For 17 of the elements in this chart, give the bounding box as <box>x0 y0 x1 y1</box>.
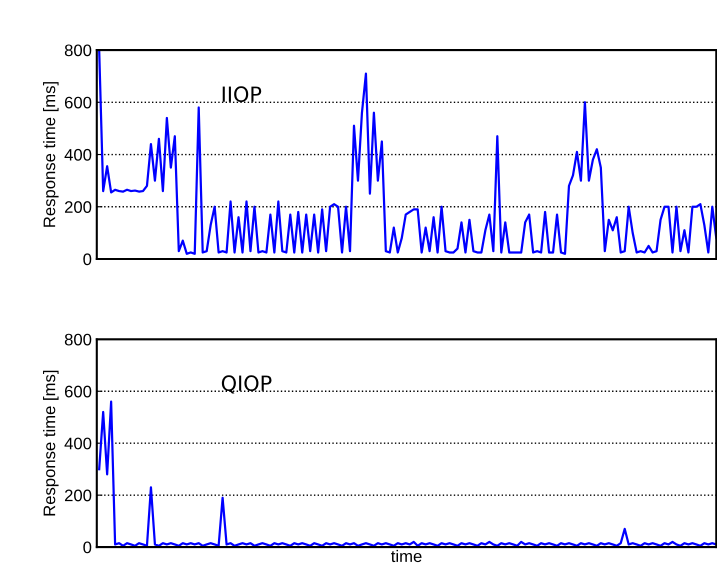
y-tick-label: 600 <box>64 96 92 108</box>
y-tick-label: 0 <box>83 253 92 266</box>
y-axis-title: Response time [ms] <box>43 370 59 516</box>
y-tick-label: 400 <box>64 148 92 161</box>
y-tick-label: 800 <box>64 44 92 56</box>
y-axis-title: Response time [ms] <box>43 82 59 227</box>
y-tick-label: 600 <box>64 386 92 398</box>
y-tick-label: 400 <box>64 438 92 450</box>
x-axis-title: time <box>391 550 422 562</box>
annotation: QIOP <box>222 375 272 394</box>
annotation: IIOP <box>222 86 262 102</box>
y-tick-label: 800 <box>64 334 92 346</box>
y-tick-label: 0 <box>83 541 92 554</box>
line-series <box>98 50 716 255</box>
y-tick-label: 200 <box>64 201 92 213</box>
y-tick-label: 200 <box>64 490 92 502</box>
line-series <box>98 400 716 547</box>
